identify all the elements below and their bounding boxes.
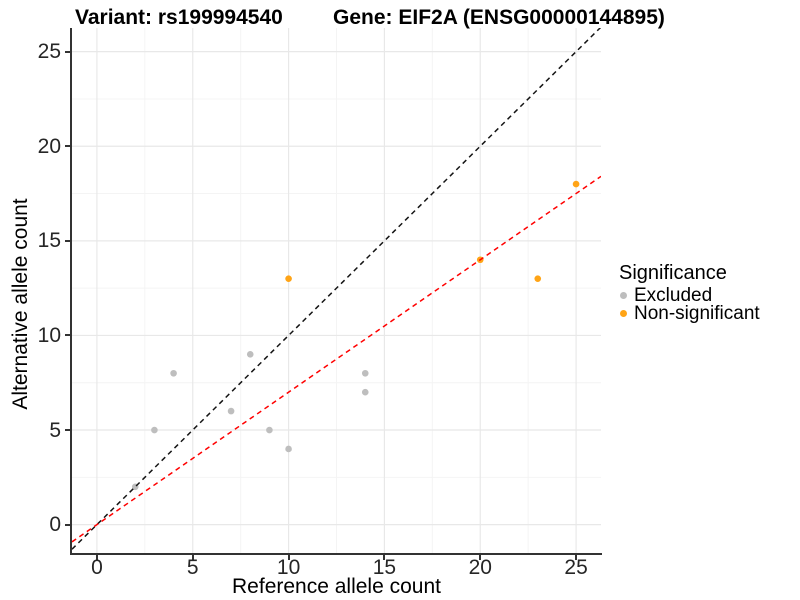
data-point-excluded — [151, 426, 158, 434]
y-tick-mark — [65, 523, 70, 526]
plot-title-gene: Gene: EIF2A (ENSG00000144895) — [333, 6, 665, 29]
y-tick-mark — [65, 145, 70, 148]
legend-items: Excluded Non-significant — [619, 285, 760, 324]
identity-line — [72, 28, 601, 550]
legend-key-dot-icon — [620, 310, 627, 317]
y-tick-label: 5 — [49, 418, 61, 442]
data-point-excluded — [285, 445, 292, 453]
x-tick-label: 5 — [186, 556, 199, 579]
y-axis-line — [70, 28, 72, 555]
x-tick-mark — [575, 555, 578, 560]
data-point-excluded — [170, 369, 177, 377]
y-tick-mark — [65, 429, 70, 432]
legend: Significance Excluded Non-significant — [619, 262, 760, 323]
x-tick-mark — [287, 555, 290, 560]
x-axis-line — [70, 553, 602, 555]
legend-item-label: Non-significant — [634, 303, 760, 324]
plot-panel — [72, 28, 601, 553]
x-tick-label: 15 — [372, 556, 397, 579]
x-tick-mark — [191, 555, 194, 560]
x-tick-label: 20 — [468, 556, 492, 579]
y-tick-label: 25 — [37, 40, 61, 64]
legend-item-non-significant: Non-significant — [619, 303, 760, 324]
y-tick-mark — [65, 334, 70, 337]
data-point-excluded — [246, 351, 254, 358]
legend-key-dot-icon — [620, 292, 627, 299]
data-point-excluded — [361, 369, 369, 377]
x-tick-mark — [95, 555, 98, 560]
legend-item-label: Excluded — [634, 285, 713, 306]
plot-title-variant: Variant: rs199994540 — [75, 6, 283, 29]
y-tick-label: 20 — [37, 134, 61, 158]
x-tick-mark — [479, 555, 482, 560]
data-point-non-significant — [534, 275, 542, 282]
y-tick-label: 15 — [37, 229, 61, 253]
x-tick-mark — [383, 555, 386, 560]
x-tick-label: 10 — [276, 556, 301, 579]
x-tick-label: 25 — [564, 556, 588, 579]
legend-item-excluded: Excluded — [619, 285, 760, 306]
x-axis-title: Reference allele count — [232, 575, 441, 598]
data-point-excluded — [361, 388, 369, 396]
data-point-non-significant — [285, 275, 292, 282]
y-tick-mark — [65, 239, 70, 242]
x-tick-label: 0 — [91, 556, 103, 579]
legend-title: Significance — [619, 262, 727, 284]
expected-ratio-line — [72, 175, 601, 543]
y-tick-mark — [65, 50, 70, 53]
y-tick-label: 0 — [49, 513, 61, 537]
data-point-non-significant — [572, 180, 580, 188]
data-point-excluded — [227, 407, 235, 415]
y-axis-title: Alternative allele count — [9, 198, 32, 410]
data-point-excluded — [266, 426, 273, 434]
y-tick-label: 10 — [37, 323, 61, 347]
